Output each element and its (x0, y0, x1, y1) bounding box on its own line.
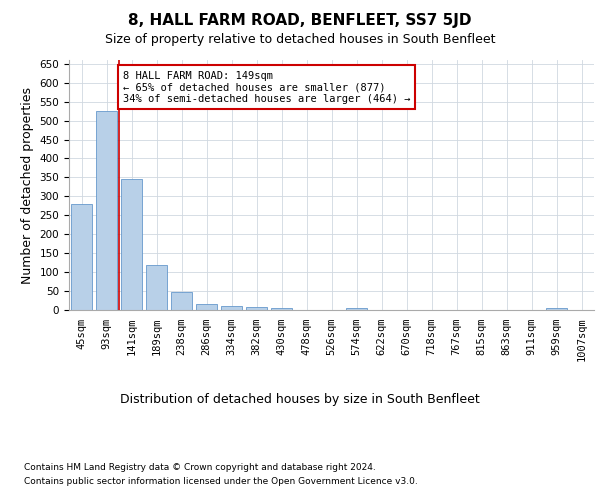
Y-axis label: Number of detached properties: Number of detached properties (21, 86, 34, 284)
Text: 8 HALL FARM ROAD: 149sqm
← 65% of detached houses are smaller (877)
34% of semi-: 8 HALL FARM ROAD: 149sqm ← 65% of detach… (123, 70, 410, 104)
Text: Contains public sector information licensed under the Open Government Licence v3: Contains public sector information licen… (24, 478, 418, 486)
Bar (246, 307, 267, 310)
Bar (271, 308, 292, 310)
Bar (71, 204, 92, 310)
Text: Size of property relative to detached houses in South Benfleet: Size of property relative to detached ho… (105, 32, 495, 46)
Text: Distribution of detached houses by size in South Benfleet: Distribution of detached houses by size … (120, 392, 480, 406)
Bar (96, 111, 117, 310)
Text: Contains HM Land Registry data © Crown copyright and database right 2024.: Contains HM Land Registry data © Crown c… (24, 462, 376, 471)
Bar (171, 292, 192, 310)
Bar (196, 304, 217, 310)
Bar (121, 180, 142, 310)
Bar (146, 264, 167, 310)
Text: 8, HALL FARM ROAD, BENFLEET, SS7 5JD: 8, HALL FARM ROAD, BENFLEET, SS7 5JD (128, 12, 472, 28)
Bar (546, 308, 567, 310)
Bar (221, 306, 242, 310)
Bar (346, 308, 367, 310)
